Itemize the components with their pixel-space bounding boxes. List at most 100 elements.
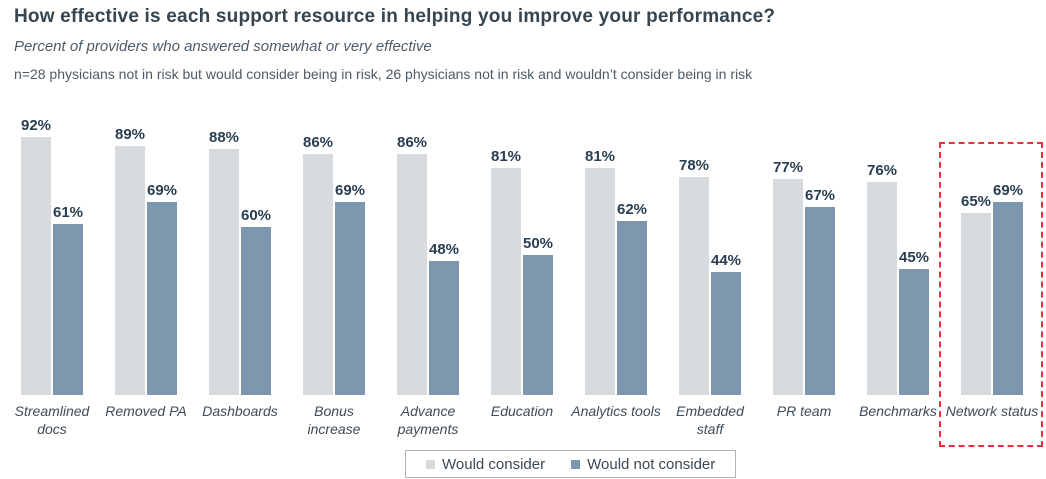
bar-would-consider	[679, 176, 709, 395]
category-label: PR team	[776, 403, 832, 419]
category-label: Benchmarks	[859, 403, 937, 419]
legend-label: Would consider	[442, 455, 546, 473]
value-label: 61%	[52, 204, 84, 222]
bar-group-bonus-increase: 86% 69% Bonus increase	[303, 115, 365, 437]
bar-would-not-consider	[429, 260, 459, 395]
bar-would-not-consider	[335, 201, 365, 395]
bar-group-dashboards: 88% 60% Dashboards	[202, 115, 278, 419]
bar-group-embedded-staff: 78% 44% Embedded staff	[676, 115, 744, 438]
bar-column: 60%	[241, 115, 271, 395]
legend-item-would-not-consider: Would not consider	[571, 456, 715, 473]
bar-group-streamlined-docs: 92% 61% Streamlined docs	[15, 115, 90, 437]
bar-would-consider	[867, 182, 897, 395]
bar-column: 61%	[53, 115, 83, 395]
value-label: 45%	[898, 249, 930, 266]
value-label: 77%	[772, 159, 804, 177]
value-label: 69%	[146, 181, 178, 199]
bar-column: 45%	[899, 115, 929, 395]
bar-group-benchmarks: 76% 45% Benchmarks	[859, 115, 937, 419]
category-label: Education	[490, 403, 554, 419]
bar-would-not-consider	[53, 224, 83, 395]
bar-column: 81%	[585, 115, 615, 395]
bar-column: 65%	[961, 115, 991, 395]
legend-swatch	[571, 459, 581, 469]
bar-column: 88%	[209, 115, 239, 395]
bar-would-not-consider	[993, 201, 1023, 395]
bar-group-network-status: 65% 69% Network status	[946, 115, 1039, 419]
category-label: Embedded staff	[676, 403, 744, 438]
bar-column: 77%	[773, 115, 803, 395]
bar-would-not-consider	[805, 207, 835, 395]
category-label: Streamlined docs	[14, 403, 90, 438]
category-label: Bonus increase	[307, 403, 361, 438]
bar-would-consider	[491, 168, 521, 395]
value-label: 65%	[960, 193, 992, 210]
bar-would-not-consider	[523, 255, 553, 395]
value-label: 60%	[240, 207, 272, 224]
bar-would-consider	[397, 154, 427, 395]
legend-swatch	[426, 459, 435, 469]
bar-group-removed-pa: 89% 69% Removed PA	[105, 115, 186, 419]
category-label: Removed PA	[105, 403, 187, 419]
bar-column: 78%	[679, 115, 709, 395]
bar-column: 62%	[617, 115, 647, 395]
value-label: 89%	[114, 125, 146, 143]
bar-column: 86%	[397, 115, 427, 395]
value-label: 48%	[428, 240, 460, 258]
bar-would-consider	[773, 179, 803, 395]
bar-column: 44%	[711, 115, 741, 395]
chart-subtitle: Percent of providers who answered somewh…	[14, 38, 432, 55]
value-label: 50%	[522, 235, 554, 252]
bar-column: 69%	[147, 115, 177, 395]
value-label: 81%	[584, 148, 616, 166]
chart-title: How effective is each support resource i…	[14, 6, 776, 27]
bar-group-education: 81% 50% Education	[491, 115, 553, 419]
bar-column: 81%	[491, 115, 521, 395]
bar-column: 69%	[993, 115, 1023, 395]
category-label: Advance payments	[397, 403, 459, 438]
bar-column: 89%	[115, 115, 145, 395]
bar-column: 50%	[523, 115, 553, 395]
chart-legend: Would consider Would not consider	[405, 450, 737, 478]
value-label: 92%	[20, 117, 52, 135]
category-label: Dashboards	[202, 403, 278, 419]
bar-column: 76%	[867, 115, 897, 395]
bar-would-consider	[209, 148, 239, 395]
category-label: Analytics tools	[571, 403, 661, 419]
bar-would-not-consider	[241, 227, 271, 395]
value-label: 88%	[208, 128, 240, 146]
value-label: 67%	[804, 187, 836, 205]
bar-would-consider	[961, 213, 991, 395]
bar-would-not-consider	[899, 269, 929, 395]
bar-would-not-consider	[711, 271, 741, 395]
bar-group-pr-team: 77% 67% PR team	[773, 115, 835, 419]
sample-size-note: n=28 physicians not in risk but would co…	[14, 66, 753, 82]
bar-would-consider	[21, 137, 51, 395]
bar-column: 48%	[429, 115, 459, 395]
bar-would-not-consider	[147, 201, 177, 395]
legend-label: Would not consider	[587, 455, 716, 473]
value-label: 81%	[490, 148, 522, 166]
bar-chart-plot-area: 92% 61% Streamlined docs 89% 69% Removed PA 88%…	[15, 115, 1039, 438]
bar-would-consider	[303, 154, 333, 395]
bar-column: 69%	[335, 115, 365, 395]
legend-item-would-consider: Would consider	[426, 456, 545, 473]
value-label: 86%	[302, 134, 334, 152]
value-label: 62%	[616, 201, 648, 219]
value-label: 86%	[396, 134, 428, 152]
value-label: 78%	[678, 156, 710, 174]
bar-group-advance-payments: 86% 48% Advance payments	[397, 115, 459, 437]
category-label: Network status	[945, 403, 1039, 419]
bar-would-consider	[585, 168, 615, 395]
value-label: 69%	[334, 181, 366, 199]
bar-column: 86%	[303, 115, 333, 395]
value-label: 69%	[992, 181, 1024, 199]
bar-column: 92%	[21, 115, 51, 395]
value-label: 44%	[710, 251, 742, 269]
bar-column: 67%	[805, 115, 835, 395]
value-label: 76%	[866, 162, 898, 180]
bar-would-not-consider	[617, 221, 647, 395]
bar-group-analytics-tools: 81% 62% Analytics tools	[571, 115, 660, 419]
bar-would-consider	[115, 145, 145, 395]
